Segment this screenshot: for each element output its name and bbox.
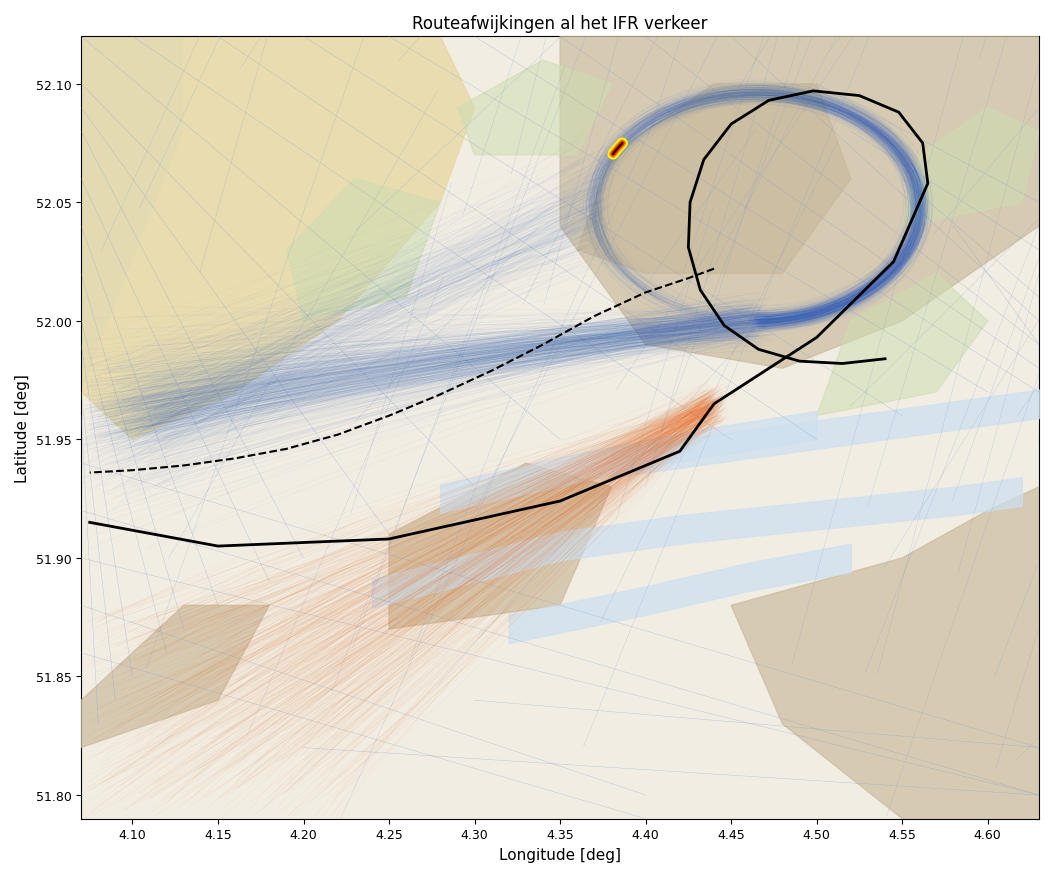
- X-axis label: Longitude [deg]: Longitude [deg]: [500, 847, 621, 862]
- Polygon shape: [81, 38, 1039, 819]
- Polygon shape: [287, 180, 441, 322]
- Polygon shape: [457, 61, 611, 156]
- Polygon shape: [81, 38, 474, 440]
- Polygon shape: [731, 488, 1039, 819]
- Polygon shape: [81, 606, 270, 748]
- Polygon shape: [560, 38, 1039, 369]
- Y-axis label: Latitude [deg]: Latitude [deg]: [15, 374, 30, 482]
- Polygon shape: [389, 464, 611, 630]
- Title: Routeafwijkingen al het IFR verkeer: Routeafwijkingen al het IFR verkeer: [412, 15, 708, 33]
- Polygon shape: [817, 275, 988, 417]
- Polygon shape: [902, 109, 1039, 227]
- Polygon shape: [578, 85, 851, 275]
